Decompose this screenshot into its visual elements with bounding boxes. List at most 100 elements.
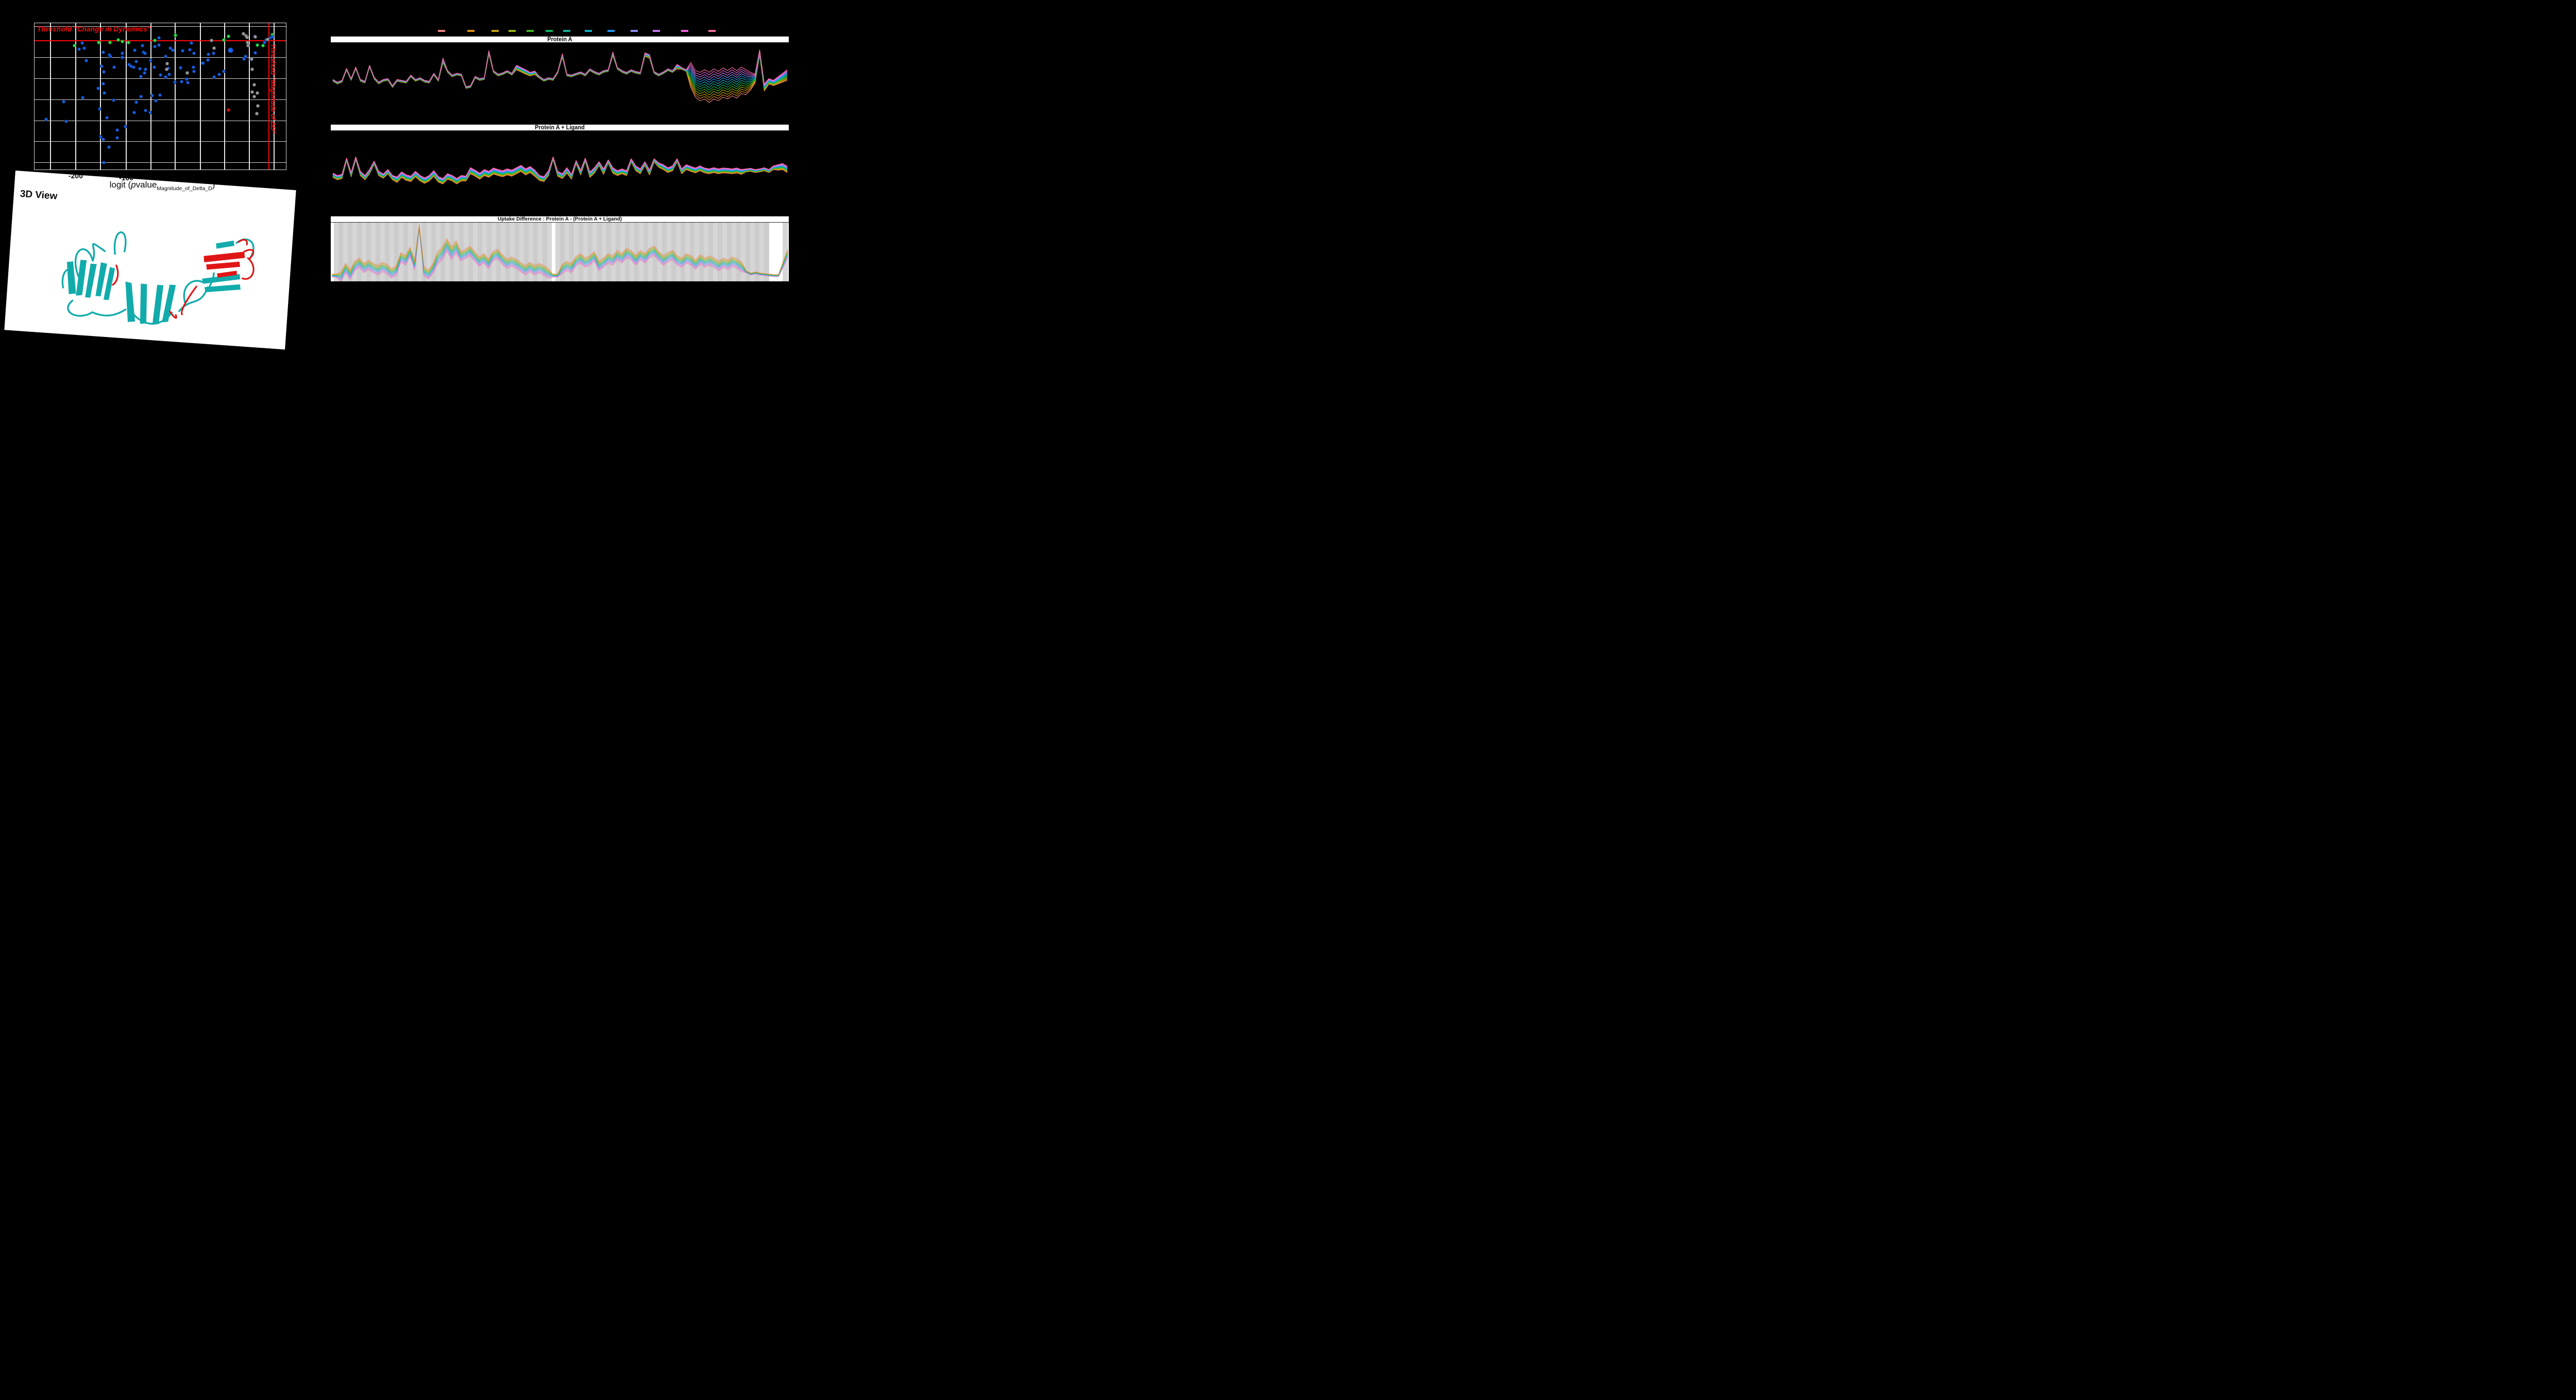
peptide-point-blue[interactable]	[96, 86, 100, 90]
peptide-point-green[interactable]	[255, 43, 259, 47]
peptide-point-blue[interactable]	[98, 134, 103, 139]
peptide-point-blue[interactable]	[152, 65, 156, 69]
peptide-point-gray[interactable]	[255, 111, 259, 115]
peptide-point-blue[interactable]	[150, 93, 154, 97]
peptide-point-gray[interactable]	[212, 46, 216, 50]
peptide-point-green[interactable]	[152, 38, 157, 42]
peptide-point-blue[interactable]	[168, 46, 172, 50]
peptide-point-gray[interactable]	[265, 37, 269, 41]
peptide-point-blue[interactable]	[163, 54, 167, 58]
peptide-point-blue[interactable]	[80, 41, 84, 45]
peptide-point-blue[interactable]	[102, 91, 106, 95]
peptide-point-green[interactable]	[173, 33, 177, 37]
peptide-point-blue[interactable]	[148, 110, 152, 114]
peptide-point-blue[interactable]	[77, 47, 81, 51]
peptide-point-gray[interactable]	[241, 31, 245, 36]
peptide-point-blue[interactable]	[111, 98, 115, 102]
peptide-point-gray[interactable]	[255, 91, 259, 95]
peptide-point-blue[interactable]	[178, 65, 182, 70]
peptide-point-gray[interactable]	[252, 94, 256, 98]
peptide-point-blue[interactable]	[217, 72, 221, 76]
peptide-point-green[interactable]	[108, 40, 112, 44]
peptide-point-blue[interactable]	[115, 136, 119, 140]
peptide-point-blue[interactable]	[101, 81, 105, 86]
peptide-point-blue[interactable]	[242, 57, 246, 61]
peptide-point-blue[interactable]	[134, 59, 138, 63]
peptide-point-blue[interactable]	[163, 75, 167, 79]
peptide-point-blue[interactable]	[189, 41, 193, 45]
peptide-point-blue[interactable]	[270, 35, 274, 39]
peptide-point-blue[interactable]	[211, 51, 215, 55]
protein-a-ligand-uptake-chart[interactable]	[331, 131, 789, 215]
uptake-difference-chart[interactable]	[331, 223, 789, 281]
peptide-point-blue[interactable]	[157, 43, 161, 47]
peptide-point-blue[interactable]	[120, 55, 124, 59]
peptide-point-blue[interactable]	[191, 65, 195, 69]
peptide-point-blue[interactable]	[152, 44, 157, 48]
peptide-point-blue[interactable]	[262, 40, 266, 44]
peptide-point-blue[interactable]	[101, 70, 106, 74]
peptide-point-blue[interactable]	[101, 160, 106, 164]
peptide-point-red[interactable]	[226, 108, 230, 112]
peptide-point-green[interactable]	[261, 43, 265, 47]
peptide-point-blue[interactable]	[148, 58, 152, 62]
peptide-point-blue[interactable]	[185, 80, 190, 85]
peptide-point-gray[interactable]	[250, 67, 254, 71]
peptide-point-blue[interactable]	[101, 50, 105, 54]
peptide-point-blue[interactable]	[142, 71, 146, 75]
peptide-point-green[interactable]	[116, 38, 120, 42]
peptide-point-blue[interactable]	[112, 65, 116, 69]
peptide-point-blue[interactable]	[84, 58, 88, 62]
peptide-point-large-blue[interactable]	[227, 47, 233, 53]
peptide-point-gray[interactable]	[246, 43, 250, 47]
peptide-point-blue[interactable]	[107, 145, 111, 149]
peptide-point-blue[interactable]	[120, 51, 124, 55]
peptide-point-blue[interactable]	[154, 98, 158, 103]
peptide-point-blue[interactable]	[143, 108, 147, 112]
peptide-point-green[interactable]	[126, 40, 130, 44]
protein-a-uptake-chart[interactable]	[331, 43, 789, 124]
peptide-point-gray[interactable]	[249, 57, 253, 61]
peptide-point-blue[interactable]	[61, 99, 65, 104]
peptide-point-gray[interactable]	[252, 82, 256, 87]
peptide-point-blue[interactable]	[184, 77, 189, 81]
peptide-point-green[interactable]	[120, 39, 124, 43]
peptide-point-green[interactable]	[226, 34, 230, 38]
peptide-point-blue[interactable]	[99, 64, 104, 68]
peptide-point-green[interactable]	[222, 38, 226, 42]
peptide-point-blue[interactable]	[123, 124, 127, 128]
peptide-point-green[interactable]	[72, 43, 76, 47]
peptide-point-gray[interactable]	[253, 35, 257, 39]
3d-view-card[interactable]: 3D View	[4, 171, 296, 350]
peptide-point-blue[interactable]	[138, 66, 142, 71]
peptide-point-gray[interactable]	[185, 71, 189, 75]
peptide-point-blue[interactable]	[143, 51, 147, 55]
peptide-point-blue[interactable]	[192, 51, 196, 55]
peptide-point-blue[interactable]	[101, 137, 105, 141]
peptide-point-blue[interactable]	[143, 67, 147, 71]
peptide-point-blue[interactable]	[192, 69, 196, 73]
peptide-point-blue[interactable]	[167, 72, 171, 76]
peptide-point-blue[interactable]	[82, 46, 86, 50]
peptide-point-green[interactable]	[96, 40, 100, 44]
peptide-point-gray[interactable]	[250, 90, 254, 94]
peptide-point-blue[interactable]	[173, 80, 177, 84]
peptide-point-blue[interactable]	[222, 69, 226, 73]
peptide-point-blue[interactable]	[253, 50, 257, 55]
peptide-point-blue[interactable]	[139, 94, 143, 98]
peptide-point-gray[interactable]	[209, 38, 213, 42]
peptide-point-blue[interactable]	[139, 74, 143, 78]
peptide-point-blue[interactable]	[105, 115, 109, 120]
peptide-point-blue[interactable]	[131, 65, 135, 69]
peptide-point-blue[interactable]	[179, 79, 183, 83]
peptide-point-gray[interactable]	[165, 61, 169, 65]
peptide-point-blue[interactable]	[80, 95, 84, 99]
peptide-point-blue[interactable]	[188, 47, 192, 52]
peptide-point-blue[interactable]	[206, 52, 210, 56]
peptide-point-blue[interactable]	[200, 61, 205, 65]
peptide-point-blue[interactable]	[132, 48, 137, 52]
peptide-point-blue[interactable]	[64, 119, 68, 123]
peptide-point-blue[interactable]	[108, 54, 112, 58]
peptide-point-blue[interactable]	[132, 110, 136, 114]
peptide-point-blue[interactable]	[158, 93, 162, 97]
